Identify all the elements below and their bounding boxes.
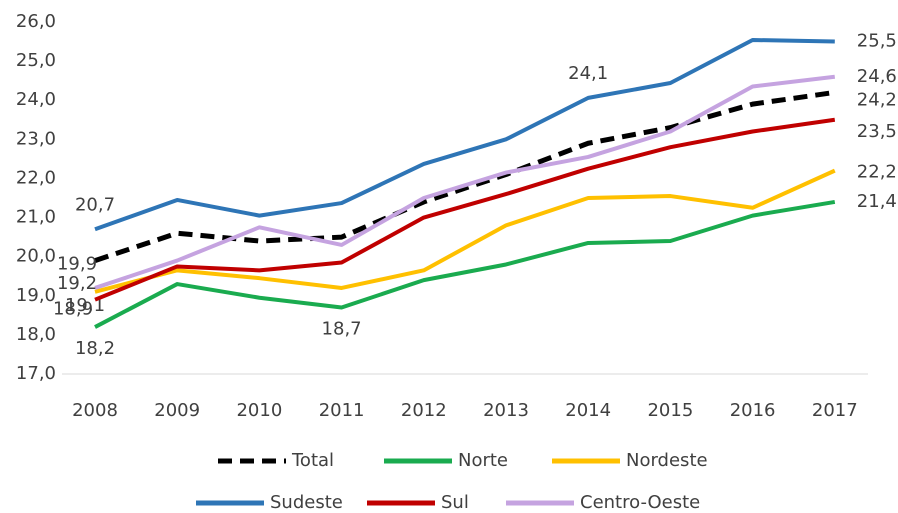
x-tick-label: 2014 <box>565 400 611 421</box>
y-tick-label: 23,0 <box>16 128 56 149</box>
data-label: 24,1 <box>568 63 608 84</box>
x-tick-label: 2011 <box>319 400 365 421</box>
data-label: 18,9 <box>53 299 93 320</box>
x-tick-label: 2012 <box>401 400 447 421</box>
legend-label: Sul <box>441 492 469 513</box>
data-label: 23,5 <box>857 121 897 142</box>
y-tick-label: 25,0 <box>16 50 56 71</box>
legend-label: Centro-Oeste <box>580 492 700 513</box>
data-label: 21,4 <box>857 191 897 212</box>
legend-label: Sudeste <box>270 492 343 513</box>
data-label: 19,2 <box>57 273 97 294</box>
series-line <box>94 117 836 302</box>
y-tick-label: 19,0 <box>16 285 56 306</box>
legend-label: Norte <box>458 450 508 471</box>
x-tick-label: 2015 <box>647 400 693 421</box>
data-label: 18,2 <box>75 338 115 359</box>
x-tick-label: 2017 <box>812 400 858 421</box>
data-label: 25,5 <box>857 31 897 52</box>
series-line <box>94 199 836 329</box>
series-line <box>94 168 836 294</box>
x-tick-label: 2013 <box>483 400 529 421</box>
y-tick-label: 22,0 <box>16 167 56 188</box>
y-tick-label: 26,0 <box>16 11 56 32</box>
data-label: 19,1 <box>65 295 105 316</box>
y-tick-label: 21,0 <box>16 207 56 228</box>
legend-label: Nordeste <box>626 450 708 471</box>
y-tick-label: 20,0 <box>16 246 56 267</box>
series-line <box>94 37 835 232</box>
x-tick-label: 2016 <box>730 400 776 421</box>
x-tick-label: 2008 <box>72 400 118 421</box>
series-line <box>94 89 836 263</box>
series-line <box>94 74 836 290</box>
y-tick-label: 24,0 <box>16 89 56 110</box>
y-tick-label: 18,0 <box>16 324 56 345</box>
data-label: 18,7 <box>322 319 362 340</box>
x-tick-label: 2009 <box>154 400 200 421</box>
data-label: 20,7 <box>75 194 115 215</box>
data-label: 24,6 <box>857 66 897 87</box>
data-label: 19,9 <box>57 254 97 275</box>
y-tick-label: 17,0 <box>16 363 56 384</box>
legend-label: Total <box>291 450 334 471</box>
x-tick-label: 2010 <box>236 400 282 421</box>
data-label: 22,2 <box>857 162 897 183</box>
data-label: 24,2 <box>857 89 897 110</box>
